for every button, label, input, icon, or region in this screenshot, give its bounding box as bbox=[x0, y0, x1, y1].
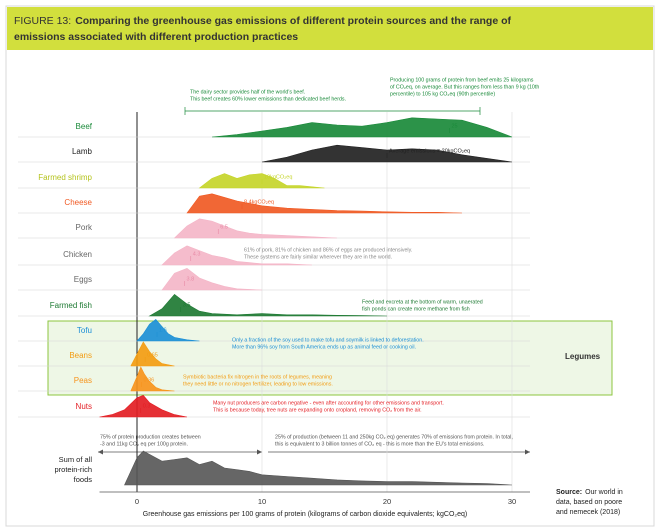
density-area bbox=[148, 293, 388, 317]
annotation: The dairy sector provides half of the wo… bbox=[190, 89, 305, 95]
row-label: Cheese bbox=[64, 198, 92, 207]
density-area bbox=[130, 341, 175, 367]
row-label: Pork bbox=[76, 223, 93, 232]
figure-label: FIGURE 13: bbox=[14, 15, 71, 27]
annotation: fish ponds can create more methane from … bbox=[362, 306, 470, 312]
x-axis-title: Greenhouse gas emissions per 100 grams o… bbox=[143, 511, 468, 518]
mean-label: Average emissions = 20kgCO₂eq bbox=[389, 148, 470, 154]
density-area bbox=[99, 395, 188, 418]
row-label: Tofu bbox=[77, 326, 92, 335]
row-label: Farmed shrimp bbox=[38, 173, 92, 182]
mean-label: 1.6 bbox=[159, 327, 167, 333]
mean-label: 3.5 bbox=[183, 302, 191, 308]
mean-label: 6.5 bbox=[220, 224, 228, 230]
row-label: Lamb bbox=[72, 147, 93, 156]
annotation: 75% of protein production creates betwee… bbox=[100, 434, 201, 440]
total-label: Sum of all bbox=[59, 455, 93, 464]
mean-label: 25 bbox=[452, 123, 458, 129]
x-tick-label: 30 bbox=[508, 497, 516, 506]
annotation: Only a fraction of the soy used to make … bbox=[232, 337, 424, 343]
row-label: Chicken bbox=[63, 250, 92, 259]
x-tick-label: 20 bbox=[383, 497, 391, 506]
annotation: -3 and 11kg CO₂ eq per 100g protein. bbox=[100, 441, 188, 447]
mean-label: 3.8 bbox=[187, 276, 195, 282]
annotation: this is equivalent to 3 billion tonnes o… bbox=[275, 441, 484, 447]
title-line: FIGURE 13: Comparing the greenhouse gas e… bbox=[14, 15, 512, 27]
annotation: Many nut producers are carbon negative -… bbox=[213, 400, 444, 406]
annotation: More than 96% soy from South America end… bbox=[232, 344, 416, 350]
source: Source: Our world in bbox=[556, 489, 623, 496]
density-area bbox=[124, 450, 513, 486]
density-area bbox=[161, 268, 263, 291]
annotation: 61% of pork, 81% of chicken and 86% of e… bbox=[244, 247, 412, 253]
row-label: Nuts bbox=[76, 402, 92, 411]
arrow-head bbox=[525, 449, 530, 455]
annotation: 25% of production (between 11 and 250kg … bbox=[275, 434, 513, 440]
row-label: Eggs bbox=[74, 275, 92, 284]
frame bbox=[5, 5, 655, 527]
source-text: data, based on poore bbox=[556, 499, 622, 506]
source-text: Our world in bbox=[585, 489, 623, 496]
row-label: Peas bbox=[74, 376, 92, 385]
annotation: percentile) to 105 kg CO₂eq (90th percen… bbox=[390, 91, 495, 97]
legumes-label: Legumes bbox=[565, 352, 601, 361]
total-label: protein-rich bbox=[54, 465, 92, 474]
mean-label: 0.36 bbox=[144, 377, 155, 383]
annotation: Symbiotic bacteria fix nitrogen in the r… bbox=[183, 374, 332, 380]
annotation: Feed and excreta at the bottom of warm, … bbox=[362, 299, 483, 305]
density-area bbox=[211, 117, 513, 138]
mean-label: 10kgCO₂eq bbox=[264, 174, 292, 180]
mean-label: 0.65 bbox=[147, 352, 158, 358]
density-area bbox=[186, 193, 463, 214]
row-label: Beef bbox=[76, 122, 93, 131]
annotation: of CO₂eq, on average. But this ranges fr… bbox=[390, 84, 539, 90]
total-label: foods bbox=[74, 475, 93, 484]
title-text: Comparing the greenhouse gas emissions o… bbox=[75, 15, 511, 27]
source-text: and nemecek (2018) bbox=[556, 509, 620, 516]
mean-label: 0.3 bbox=[143, 403, 151, 409]
mean-label: 4.3 bbox=[193, 251, 201, 257]
annotation: These systems are fairly similar whereve… bbox=[244, 254, 392, 260]
header-band bbox=[7, 7, 653, 50]
density-area bbox=[173, 218, 338, 239]
annotation: they need little or no nitrogen fertiliz… bbox=[183, 381, 333, 387]
row-label: Farmed fish bbox=[50, 301, 92, 310]
annotation: Producing 100 grams of protein from beef… bbox=[390, 77, 534, 83]
row-label: Beans bbox=[69, 351, 92, 360]
annotation: This is because today, tree nuts are exp… bbox=[213, 407, 422, 413]
title-text: emissions associated with different prod… bbox=[14, 31, 298, 43]
x-tick-label: 10 bbox=[258, 497, 266, 506]
density-area bbox=[161, 245, 313, 266]
density-area bbox=[136, 318, 200, 342]
mean-label: 8.4kgCO₂eq bbox=[244, 199, 274, 205]
annotation: This beef creates 60% lower emissions th… bbox=[190, 96, 346, 102]
source-label: Source: bbox=[556, 489, 582, 496]
x-tick-label: 0 bbox=[135, 497, 139, 506]
